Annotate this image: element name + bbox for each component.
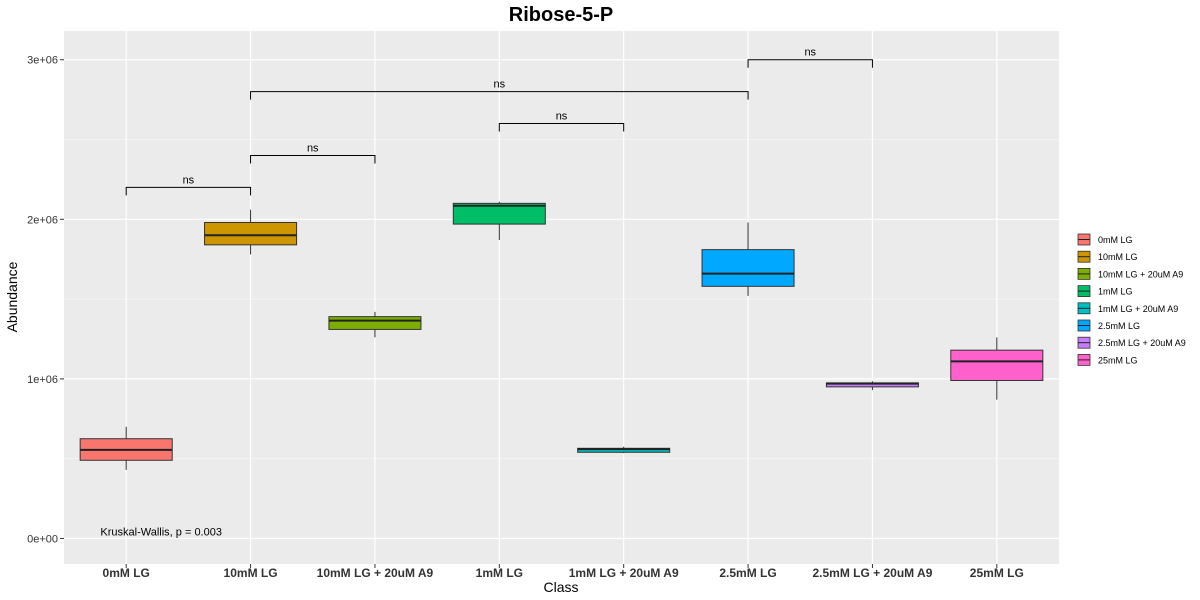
comparison-label: ns bbox=[494, 79, 506, 91]
box-5 bbox=[701, 222, 795, 296]
legend-item-0: 0mM LG bbox=[1077, 233, 1133, 246]
box-2 bbox=[328, 311, 422, 338]
x-tick-label: 25mM LG bbox=[970, 566, 1024, 580]
comparison-label: ns bbox=[556, 111, 568, 123]
x-tick-label: 2.5mM LG + 20uM A9 bbox=[812, 566, 932, 580]
legend-label: 25mM LG bbox=[1098, 355, 1138, 365]
legend-item-4: 1mM LG + 20uM A9 bbox=[1077, 302, 1178, 315]
x-axis-title: Class bbox=[543, 579, 578, 595]
box-4 bbox=[577, 446, 671, 454]
x-tick-label: 2.5mM LG bbox=[719, 566, 776, 580]
legend-item-6: 2.5mM LG + 20uM A9 bbox=[1077, 336, 1186, 349]
y-tick-label: 1e+06 bbox=[27, 374, 58, 386]
axes: 0e+00 1e+06 2e+06 3e+06 0mM LG 10mM LG 10mM LG… bbox=[27, 55, 1024, 580]
legend-item-2: 10mM LG + 20uM A9 bbox=[1077, 267, 1183, 280]
box-3 bbox=[452, 201, 546, 241]
legend-item-1: 10mM LG bbox=[1077, 250, 1138, 263]
comparison-label: ns bbox=[804, 47, 816, 59]
box-6 bbox=[825, 381, 919, 391]
legend-label: 1mM LG bbox=[1098, 287, 1133, 297]
legend-item-3: 1mM LG bbox=[1077, 285, 1133, 298]
y-axis-title: Abundance bbox=[4, 261, 20, 332]
comparison-label: ns bbox=[307, 142, 319, 154]
y-tick-label: 0e+00 bbox=[27, 533, 58, 545]
legend-label: 2.5mM LG bbox=[1098, 321, 1140, 331]
legend-label: 1mM LG + 20uM A9 bbox=[1098, 304, 1178, 314]
legend: 0mM LG 10mM LG 10mM LG + 20uM A9 1mM LG 1mM … bbox=[1077, 233, 1186, 366]
grid-lines bbox=[64, 31, 1059, 564]
chart-title: Ribose-5-P bbox=[509, 4, 613, 26]
box-body bbox=[452, 202, 546, 225]
comparison-bracket bbox=[498, 123, 625, 132]
y-tick-label: 3e+06 bbox=[27, 55, 58, 67]
x-tick-label: 0mM LG bbox=[103, 566, 150, 580]
x-tick-label: 10mM LG + 20uM A9 bbox=[317, 566, 434, 580]
comparison-bracket bbox=[125, 186, 252, 196]
comparison-bracket bbox=[250, 91, 749, 100]
box-body bbox=[204, 221, 298, 246]
x-tick-label: 1mM LG + 20uM A9 bbox=[569, 566, 679, 580]
box-body bbox=[328, 316, 422, 330]
legend-label: 10mM LG + 20uM A9 bbox=[1098, 269, 1183, 279]
box-7 bbox=[950, 337, 1044, 400]
legend-label: 0mM LG bbox=[1098, 235, 1133, 245]
y-tick-label: 2e+06 bbox=[27, 214, 58, 226]
box-body bbox=[950, 349, 1044, 381]
legend-label: 10mM LG bbox=[1098, 252, 1138, 262]
x-tick-label: 10mM LG bbox=[224, 566, 278, 580]
comparison-label: ns bbox=[183, 174, 195, 186]
box-body bbox=[701, 249, 795, 287]
comparison-brackets: ns ns ns ns ns bbox=[125, 47, 873, 196]
plot-panel bbox=[64, 31, 1059, 564]
box-series bbox=[79, 201, 1044, 470]
legend-label: 2.5mM LG + 20uM A9 bbox=[1098, 338, 1186, 348]
comparison-bracket bbox=[747, 59, 873, 68]
legend-item-7: 25mM LG bbox=[1077, 353, 1138, 366]
comparison-bracket bbox=[250, 154, 376, 164]
box-0 bbox=[79, 426, 173, 470]
box-1 bbox=[204, 209, 298, 255]
x-tick-label: 1mM LG bbox=[476, 566, 523, 580]
legend-item-5: 2.5mM LG bbox=[1077, 319, 1140, 332]
kruskal-wallis-annotation: Kruskal-Wallis, p = 0.003 bbox=[100, 526, 222, 538]
